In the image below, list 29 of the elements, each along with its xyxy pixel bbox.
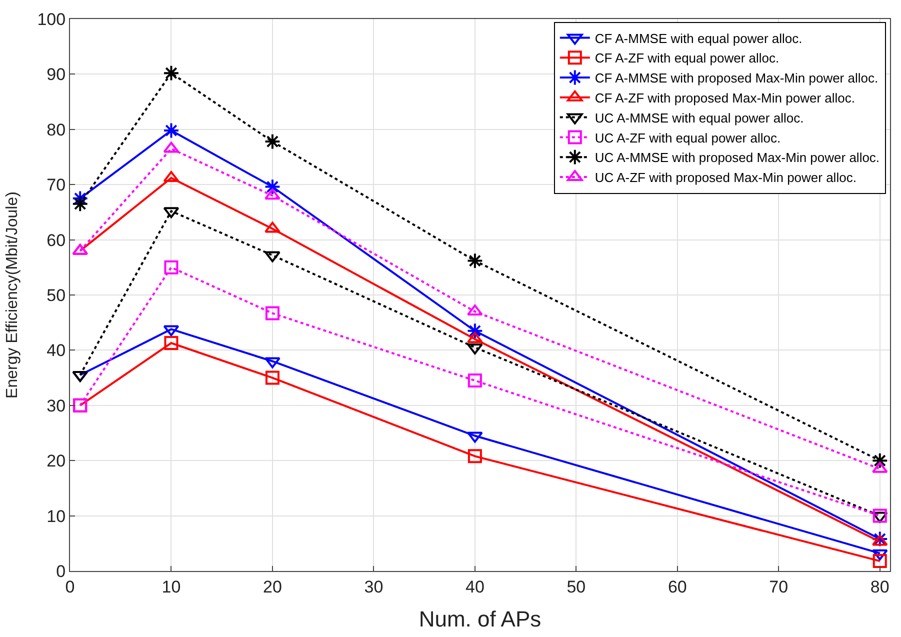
- legend-label: CF A-MMSE with proposed Max-Min power alloc.: [594, 70, 878, 86]
- x-axis-title: Num. of APs: [418, 606, 542, 632]
- x-tick-label: 20: [263, 577, 282, 596]
- y-tick-label: 30: [46, 396, 66, 416]
- legend-label: UC A-ZF with equal power alloc.: [594, 130, 781, 146]
- legend-label: CF A-ZF with proposed Max-Min power alloc.: [594, 90, 855, 106]
- x-tick-label: 80: [870, 577, 890, 596]
- y-axis-title: Energy Efficiency(Mbit/Joule): [4, 192, 22, 398]
- legend-label: CF A-ZF with equal power alloc.: [594, 50, 780, 66]
- legend-label: UC A-MMSE with equal power alloc.: [594, 110, 804, 126]
- x-tick-label: 30: [364, 577, 384, 596]
- y-tick-label: 60: [46, 230, 66, 250]
- y-tick-label: 0: [56, 562, 66, 581]
- y-tick-label: 40: [46, 341, 66, 360]
- x-tick-label: 10: [162, 577, 181, 596]
- y-tick-label: 90: [46, 65, 66, 84]
- y-tick-label: 20: [46, 452, 66, 471]
- y-tick-label: 50: [46, 286, 66, 305]
- legend-label: UC A-ZF with proposed Max-Min power alloc.: [594, 170, 856, 186]
- x-tick-label: 70: [769, 577, 788, 596]
- x-tick-label: 60: [668, 577, 687, 596]
- y-tick-label: 10: [46, 506, 66, 526]
- x-tick-label: 50: [566, 577, 586, 596]
- x-tick-label: 40: [465, 577, 484, 596]
- legend-label: CF A-MMSE with equal power alloc.: [594, 30, 802, 46]
- y-tick-label: 70: [46, 176, 66, 195]
- y-tick-label: 80: [46, 120, 66, 140]
- y-tick-label: 100: [37, 10, 66, 29]
- legend-label: UC A-MMSE with proposed Max-Min power alloc.: [594, 150, 880, 166]
